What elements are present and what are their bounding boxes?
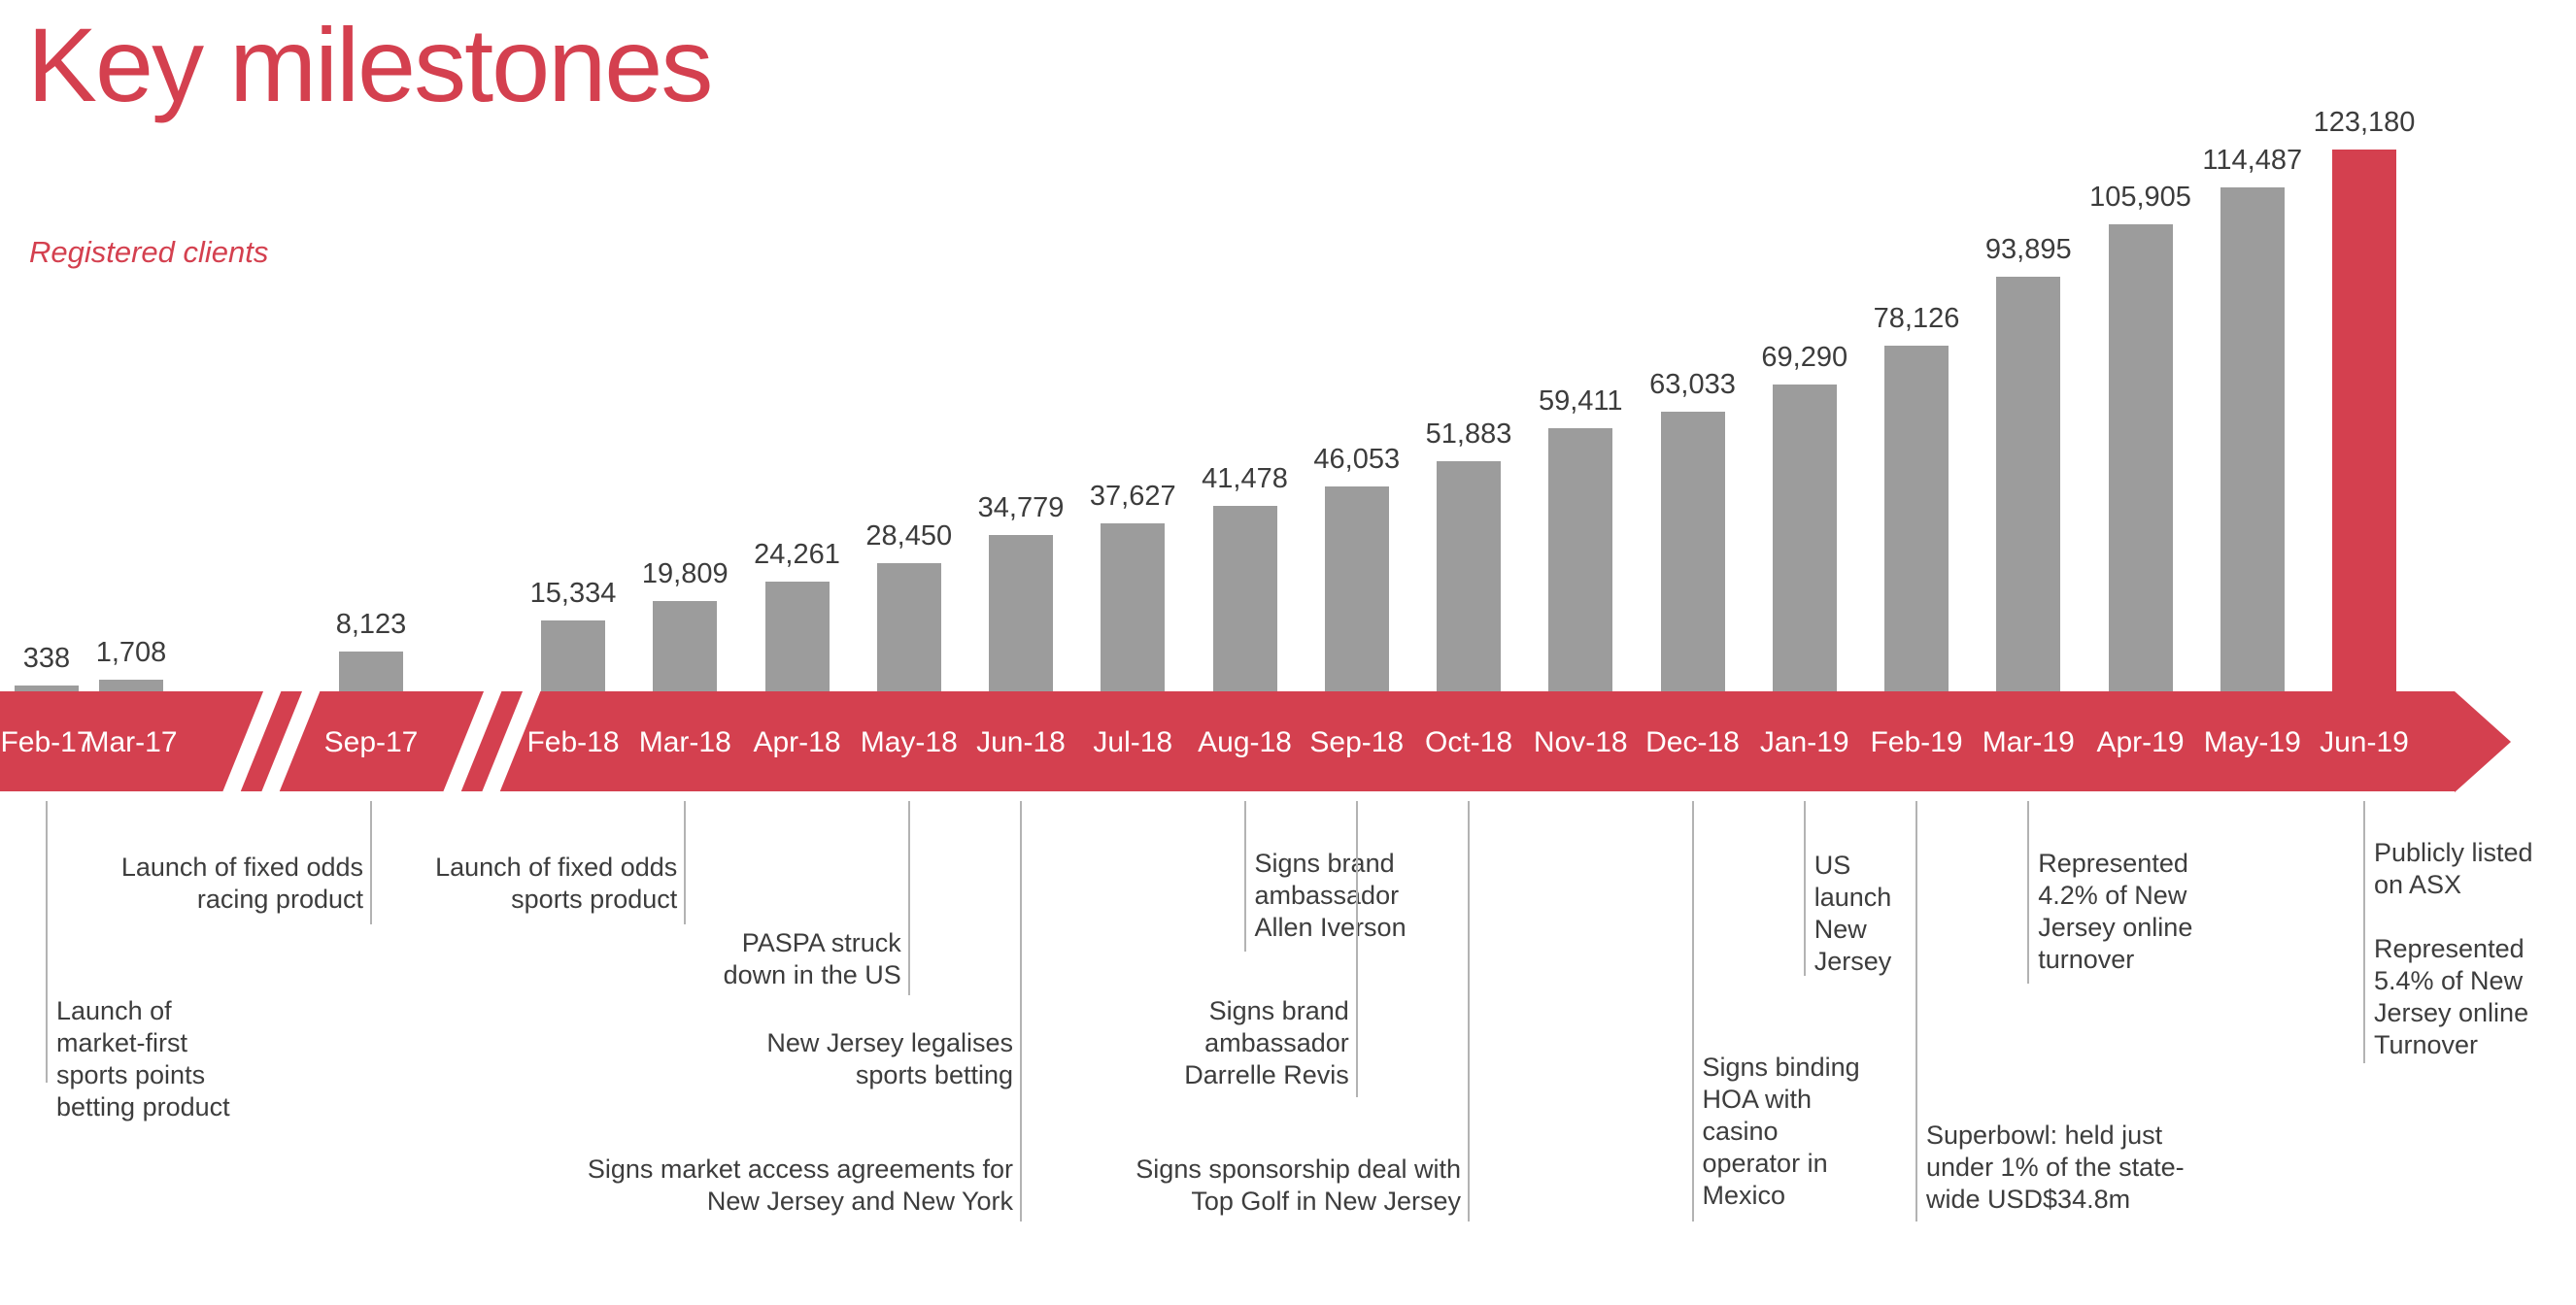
bar-value-label: 28,450 — [865, 519, 953, 552]
leader-line-Aug-18 — [1243, 801, 1246, 952]
bar-Sep-17 — [339, 652, 403, 691]
bar-Mar-17 — [99, 680, 163, 691]
bar-May-18 — [876, 562, 941, 691]
bar-value-label: 338 — [22, 643, 71, 675]
bar-value-label: 15,334 — [529, 577, 617, 609]
month-label-Apr-18: Apr-18 — [753, 726, 841, 758]
bar-Aug-18 — [1212, 506, 1277, 691]
leader-line-Feb-19 — [1915, 801, 1917, 1221]
bar-Feb-18 — [541, 619, 605, 691]
bar-May-19 — [2220, 186, 2285, 691]
bar-value-label: 123,180 — [2313, 106, 2416, 138]
bar-value-label: 51,883 — [1425, 418, 1512, 450]
bar-value-label: 105,905 — [2089, 182, 2191, 214]
milestone-note: Publicly listed on ASX Represented 5.4% … — [2374, 838, 2533, 1059]
milestone-note: Represented 4.2% of New Jersey online tu… — [2038, 849, 2193, 974]
month-label-Apr-19: Apr-19 — [2096, 726, 2185, 758]
month-label-Oct-18: Oct-18 — [1424, 726, 1513, 758]
month-label-Mar-19: Mar-19 — [1982, 726, 2075, 758]
bar-Apr-19 — [2108, 224, 2173, 691]
milestone-note: US launch New Jersey — [1813, 851, 1892, 976]
bar-Jul-18 — [1101, 522, 1166, 691]
bar-Feb-17 — [15, 686, 79, 691]
leader-line-Mar-19 — [2027, 801, 2030, 984]
bar-value-label: 34,779 — [977, 492, 1065, 524]
bar-value-label: 1,708 — [95, 637, 167, 669]
milestone-note: New Jersey legalises sports betting — [766, 1028, 1013, 1089]
month-label-Mar-18: Mar-18 — [638, 726, 731, 758]
bar-Jun-18 — [989, 535, 1053, 691]
month-label-Feb-19: Feb-19 — [1870, 726, 1963, 758]
bar-Oct-18 — [1437, 460, 1501, 691]
bar-value-label: 63,033 — [1649, 369, 1736, 401]
bar-value-label: 19,809 — [641, 557, 729, 589]
month-label-Nov-18: Nov-18 — [1533, 726, 1628, 758]
bar-value-label: 69,290 — [1761, 342, 1848, 374]
milestone-note: Signs brand ambassador Allen Iverson — [1254, 849, 1407, 942]
timeline-arrow-body — [0, 691, 2455, 791]
bar-value-label: 114,487 — [2202, 144, 2303, 176]
timeline-arrow-head — [2455, 690, 2511, 792]
milestone-note: Signs sponsorship deal with Top Golf in … — [1135, 1154, 1461, 1216]
bar-value-label: 37,627 — [1089, 480, 1176, 512]
milestone-note: Superbowl: held just under 1% of the sta… — [1926, 1121, 2185, 1214]
leader-line-Feb-17 — [46, 801, 48, 1083]
bar-Feb-19 — [1884, 346, 1949, 691]
milestone-note: Signs market access agreements for New J… — [587, 1154, 1013, 1216]
month-label-Jul-18: Jul-18 — [1093, 726, 1173, 758]
milestone-note: Launch of market-first sports points bet… — [56, 996, 230, 1121]
leader-line-Jun-19 — [2363, 801, 2365, 1063]
leader-line-Dec-18 — [1691, 801, 1694, 1221]
bar-value-label: 78,126 — [1873, 303, 1960, 335]
month-label-Dec-18: Dec-18 — [1645, 726, 1740, 758]
bar-value-label: 93,895 — [1984, 234, 2072, 266]
month-label-May-18: May-18 — [860, 726, 958, 758]
bar-value-label: 59,411 — [1538, 385, 1623, 417]
month-label-Jun-18: Jun-18 — [976, 726, 1066, 758]
bar-Jun-19 — [2332, 149, 2396, 691]
month-label-May-19: May-19 — [2203, 726, 2301, 758]
bar-value-label: 41,478 — [1202, 463, 1288, 495]
bar-Dec-18 — [1660, 412, 1725, 691]
milestone-note: PASPA struck down in the US — [723, 928, 901, 989]
chart-subtitle: Registered clients — [29, 235, 269, 269]
bar-Sep-18 — [1324, 485, 1389, 691]
milestone-note: Launch of fixed odds sports product — [435, 853, 678, 914]
bar-Jan-19 — [1772, 385, 1837, 691]
month-label-Sep-18: Sep-18 — [1309, 726, 1405, 758]
slide-title: Key milestones — [27, 6, 713, 123]
milestone-note: Signs binding HOA with casino operator i… — [1702, 1053, 1860, 1210]
bar-value-label: 24,261 — [754, 538, 840, 570]
bar-value-label: 46,053 — [1313, 443, 1401, 475]
bar-Mar-18 — [653, 600, 718, 691]
leader-line-Sep-18 — [1355, 801, 1358, 1097]
milestone-note: Launch of fixed odds racing product — [120, 853, 363, 914]
leader-line-Oct-18 — [1468, 801, 1470, 1221]
month-label-Feb-17: Feb-17 — [0, 726, 93, 758]
bar-Nov-18 — [1548, 427, 1613, 691]
bar-Mar-19 — [1996, 277, 2061, 691]
month-label-Sep-17: Sep-17 — [323, 726, 419, 758]
leader-line-Jan-19 — [1803, 801, 1806, 976]
month-label-Jan-19: Jan-19 — [1759, 726, 1849, 758]
leader-line-Sep-17 — [370, 801, 372, 924]
month-label-Aug-18: Aug-18 — [1198, 726, 1292, 758]
leader-line-May-18 — [907, 801, 910, 995]
month-label-Jun-19: Jun-19 — [2320, 726, 2409, 758]
milestone-note: Signs brand ambassador Darrelle Revis — [1184, 996, 1349, 1089]
month-label-Mar-17: Mar-17 — [85, 726, 178, 758]
bar-value-label: 8,123 — [335, 609, 407, 641]
month-label-Feb-18: Feb-18 — [526, 726, 620, 758]
leader-line-Jun-18 — [1020, 801, 1022, 1221]
bar-Apr-18 — [764, 581, 830, 691]
leader-line-Mar-18 — [684, 801, 687, 924]
